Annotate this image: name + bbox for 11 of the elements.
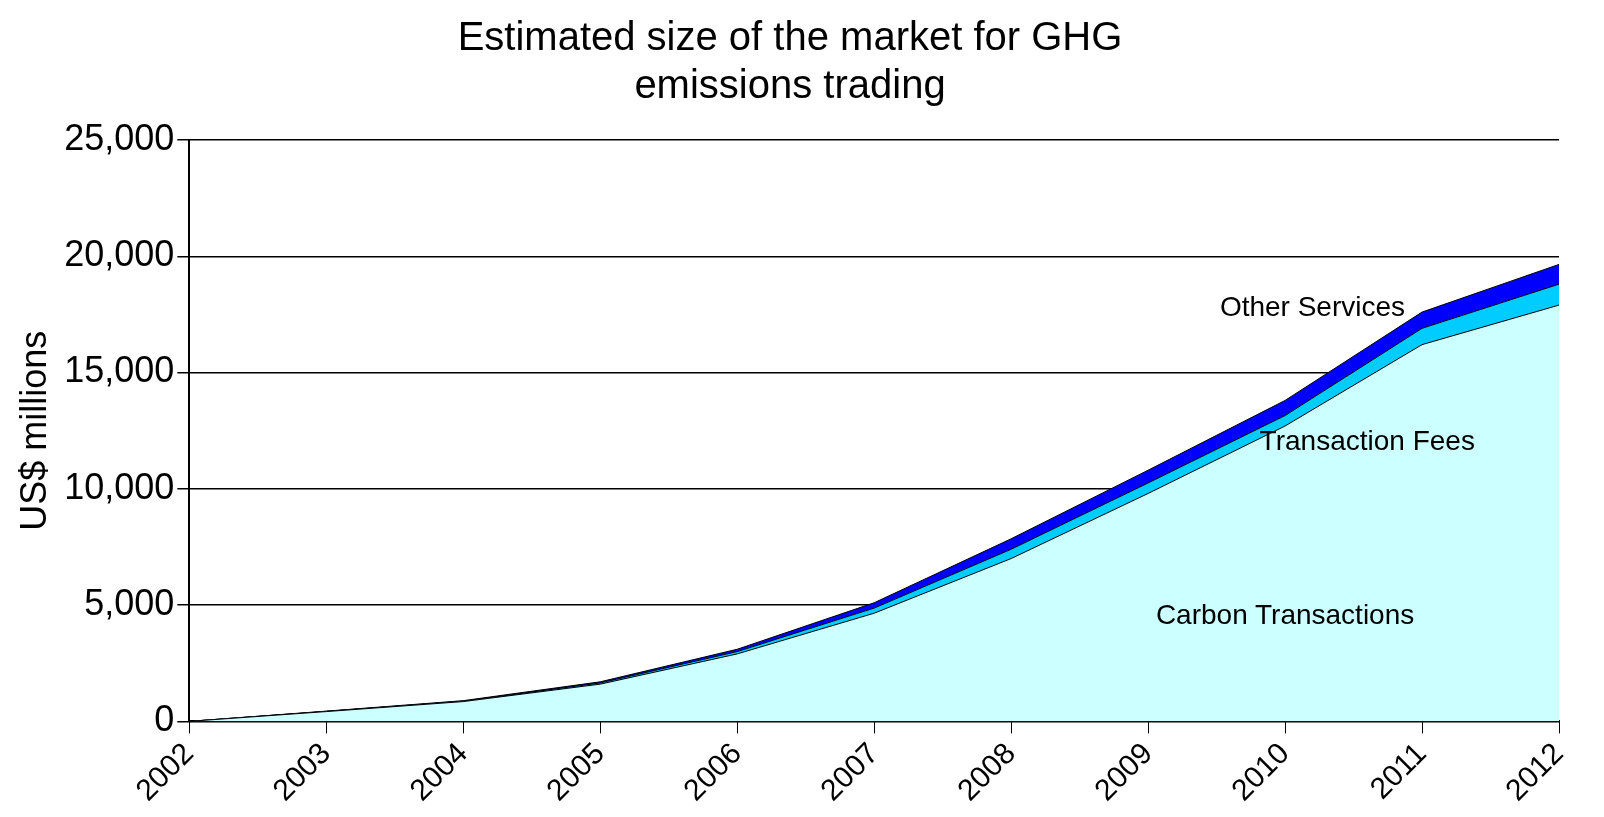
y-tick-label: 15,000 [64, 349, 175, 391]
series-label: Carbon Transactions [1155, 599, 1415, 631]
chart-title: Estimated size of the market for GHG emissions trading [456, 13, 1124, 108]
series-label: Transaction Fees [1259, 425, 1475, 457]
y-tick-label: 20,000 [64, 233, 175, 275]
y-tick-label: 10,000 [64, 465, 175, 507]
series-label: Other Services [1219, 291, 1406, 323]
y-tick-label: 5,000 [84, 582, 175, 623]
y-tick-label: 25,000 [64, 116, 175, 158]
y-tick-label: 0 [154, 698, 175, 740]
y-axis-title: US$ millions [12, 330, 54, 531]
